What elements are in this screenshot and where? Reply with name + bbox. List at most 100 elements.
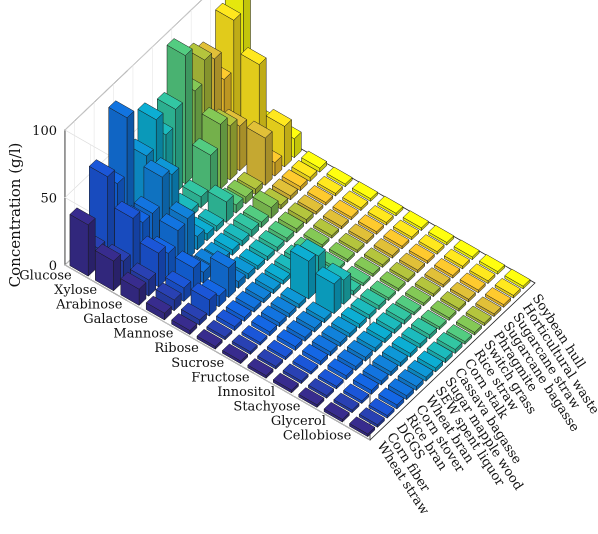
bar-front-face [308,254,316,300]
bar-top-face [236,171,263,190]
bar [379,271,406,292]
bar-top-face [397,368,424,387]
bar-top-face [303,227,330,246]
bar-top-face [168,201,196,220]
bar [295,310,323,333]
bar-top-face [315,266,342,285]
bar-top-face [383,228,410,247]
bar-top-face [408,243,435,262]
bar [305,301,332,324]
bar-top-face [313,218,340,236]
row-tick-label: Sucrose [171,356,224,371]
bar-top-face [307,378,335,396]
bar [395,294,422,316]
bar [446,324,473,345]
bar [358,407,385,428]
bar-top-face [344,265,371,284]
bar [357,214,385,236]
bar [298,387,325,409]
bar [225,299,252,323]
bar-top-face [322,208,349,227]
bar [321,325,348,348]
bar [443,248,470,270]
bar [277,211,305,234]
bar [418,234,445,255]
bar [434,258,461,279]
bar-top-face [317,368,344,387]
bar-top-face [372,354,399,373]
bar-top-face [440,291,467,309]
bar [397,368,424,392]
bar-top-face [180,302,208,321]
bar-top-face [369,280,397,299]
bar-top-face [266,339,293,358]
bar-top-face [311,334,338,353]
bar [351,181,379,202]
bar-top-face [395,294,422,313]
bar [266,339,293,361]
bar [328,241,355,263]
bar [180,302,208,326]
bar [338,232,365,254]
bar [241,325,268,346]
bar-top-face [281,169,308,188]
bar-top-face [241,325,268,343]
bar-top-face [130,262,157,281]
bar-top-face [182,179,209,198]
bar [436,331,463,355]
bar-top-face [240,47,267,65]
bar-top-face [268,220,295,239]
bar-top-face [469,263,496,282]
bar [453,239,480,261]
bar [484,287,512,308]
bar [369,280,397,302]
bar-top-face [348,223,375,242]
bar-top-face [362,363,389,382]
bar [363,247,391,269]
bar-top-face [343,383,370,402]
bar [307,378,335,399]
bar [287,202,314,225]
bar-top-face [145,295,172,314]
bar-top-face [385,302,412,321]
bar-top-face [402,210,429,229]
bar-top-face [209,250,237,269]
bar-top-face [196,328,223,347]
bar-top-face [377,195,404,214]
bar [372,354,399,377]
bar-top-face [430,300,457,319]
bar [352,372,379,395]
bar-top-face [328,241,355,260]
bar-top-face [367,205,394,223]
bar [281,169,308,192]
bar-top-face [327,358,354,377]
bar-top-face [174,250,202,269]
bar-top-face [414,276,441,295]
bar [301,150,328,173]
bar [231,334,258,356]
bar-top-face [381,345,409,363]
bar-top-face [416,350,444,369]
row-tick-label: Xylose [54,283,97,298]
bar-top-face [368,397,395,416]
bar [401,326,428,349]
bar-front-face [229,118,238,181]
bar [455,314,483,336]
bar-top-face [301,343,329,362]
bar [343,383,370,405]
bar-front-face [220,117,228,190]
bar-top-face [213,232,240,251]
bar-top-face [357,214,385,233]
bar-top-face [206,319,233,338]
bar-top-face [252,190,279,208]
bar-top-face [155,282,182,301]
bar [407,359,434,382]
bar [408,243,435,265]
bar-top-face [276,329,303,347]
bar-top-face [360,288,387,307]
z-tick-label: 0 [49,259,57,274]
bar-top-face [271,178,299,197]
bar-top-face [305,301,332,320]
